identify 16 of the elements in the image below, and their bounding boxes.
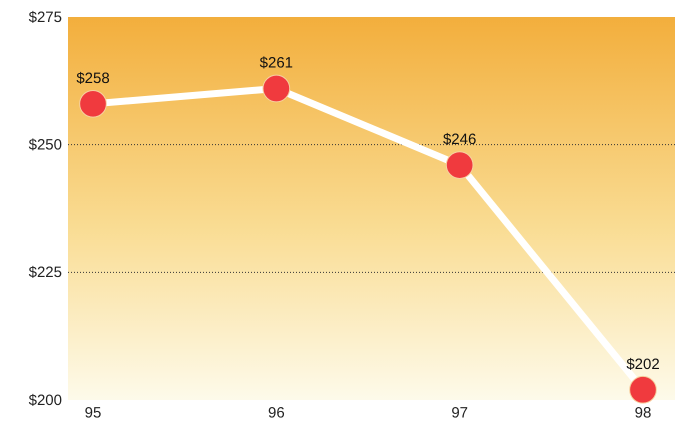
data-label: $246 <box>442 131 476 148</box>
point <box>262 74 290 102</box>
x-tick-label: 97 <box>451 404 468 422</box>
data-label: $202 <box>626 356 660 373</box>
data-label: $258 <box>76 70 110 87</box>
x-tick-label: 98 <box>634 404 652 422</box>
point <box>446 151 474 179</box>
y-tick-label: $250 <box>28 136 62 154</box>
point <box>629 376 657 404</box>
point <box>79 90 107 118</box>
x-tick-label: 95 <box>84 404 102 422</box>
y-tick-label: $275 <box>28 8 62 26</box>
y-tick-label: $200 <box>28 392 62 409</box>
x-tick-label: 96 <box>268 404 285 422</box>
data-label: $261 <box>260 54 294 72</box>
y-tick-label: $225 <box>28 264 62 282</box>
